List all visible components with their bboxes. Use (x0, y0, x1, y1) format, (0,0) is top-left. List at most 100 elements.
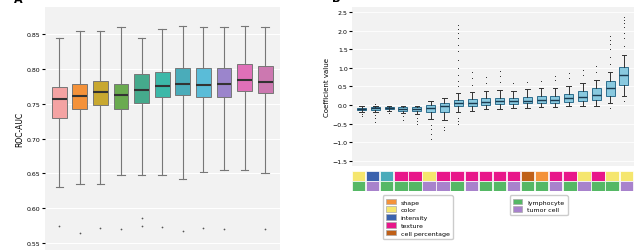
Bar (493, 182, 506, 192)
Point (453, 116, 463, 120)
Point (370, 117, 380, 121)
Point (550, 79, 560, 83)
PathPatch shape (605, 82, 614, 96)
Point (605, 35, 615, 39)
PathPatch shape (592, 88, 601, 100)
Point (453, 73, 463, 77)
Point (439, 129, 449, 133)
Point (356, 115, 367, 119)
Bar (620, 182, 633, 192)
Point (426, 132, 436, 136)
Point (550, 75, 560, 79)
Point (453, 37, 463, 41)
Point (439, 125, 449, 129)
Bar (591, 171, 605, 181)
PathPatch shape (72, 85, 87, 110)
PathPatch shape (620, 68, 628, 85)
Point (453, 85, 463, 89)
Y-axis label: ROC-AUC: ROC-AUC (15, 111, 24, 146)
PathPatch shape (550, 96, 559, 103)
PathPatch shape (426, 106, 435, 112)
Point (522, 80, 532, 84)
Bar (493, 171, 506, 181)
Point (605, 42, 615, 46)
PathPatch shape (385, 108, 394, 110)
Point (453, 80, 463, 84)
Point (619, 19, 629, 23)
Bar (436, 182, 450, 192)
PathPatch shape (564, 94, 573, 102)
Point (370, 120, 380, 124)
Point (508, 82, 518, 86)
Point (453, 66, 463, 70)
PathPatch shape (399, 108, 408, 111)
Point (453, 123, 463, 127)
Point (467, 71, 477, 75)
Bar (479, 171, 492, 181)
Bar (408, 171, 422, 181)
Point (605, 63, 615, 67)
Bar (465, 171, 478, 181)
PathPatch shape (440, 103, 449, 112)
Point (453, 44, 463, 48)
Point (619, 16, 629, 20)
Bar (563, 171, 577, 181)
PathPatch shape (52, 87, 67, 118)
Bar (436, 171, 450, 181)
Point (619, 26, 629, 30)
Point (619, 44, 629, 48)
Bar (535, 182, 548, 192)
Legend: lymphocyte, tumor cell: lymphocyte, tumor cell (510, 196, 568, 216)
PathPatch shape (523, 98, 532, 104)
Point (426, 124, 436, 128)
Bar (394, 171, 408, 181)
Point (577, 74, 588, 78)
PathPatch shape (134, 75, 149, 103)
Point (619, 32, 629, 36)
Point (591, 71, 602, 75)
Point (370, 103, 380, 107)
Point (356, 113, 367, 117)
Bar (465, 182, 478, 192)
Point (467, 83, 477, 87)
Point (467, 77, 477, 81)
PathPatch shape (536, 97, 545, 104)
Point (370, 114, 380, 118)
Point (619, 37, 629, 41)
Point (426, 138, 436, 141)
Bar (605, 182, 619, 192)
PathPatch shape (93, 82, 108, 106)
Bar (521, 182, 534, 192)
Point (605, 39, 615, 43)
Point (495, 80, 505, 84)
Bar (394, 182, 408, 192)
Bar (577, 171, 591, 181)
Point (398, 118, 408, 122)
Bar (451, 182, 464, 192)
Bar (366, 171, 380, 181)
Bar (366, 182, 380, 192)
Bar (535, 171, 548, 181)
Bar (507, 182, 520, 192)
Point (591, 65, 602, 69)
Point (495, 75, 505, 79)
Bar (605, 171, 619, 181)
PathPatch shape (481, 99, 490, 105)
Point (591, 102, 602, 106)
Bar (507, 171, 520, 181)
PathPatch shape (113, 85, 129, 110)
PathPatch shape (468, 100, 477, 106)
PathPatch shape (155, 73, 170, 98)
Point (426, 128, 436, 132)
PathPatch shape (412, 108, 421, 112)
Point (564, 77, 574, 81)
PathPatch shape (371, 108, 380, 110)
Y-axis label: Coefficient value: Coefficient value (324, 58, 330, 116)
Point (481, 82, 491, 86)
Point (453, 120, 463, 124)
PathPatch shape (509, 98, 518, 104)
Point (453, 24, 463, 28)
PathPatch shape (196, 69, 211, 98)
Text: B: B (332, 0, 340, 4)
Bar (479, 182, 492, 192)
